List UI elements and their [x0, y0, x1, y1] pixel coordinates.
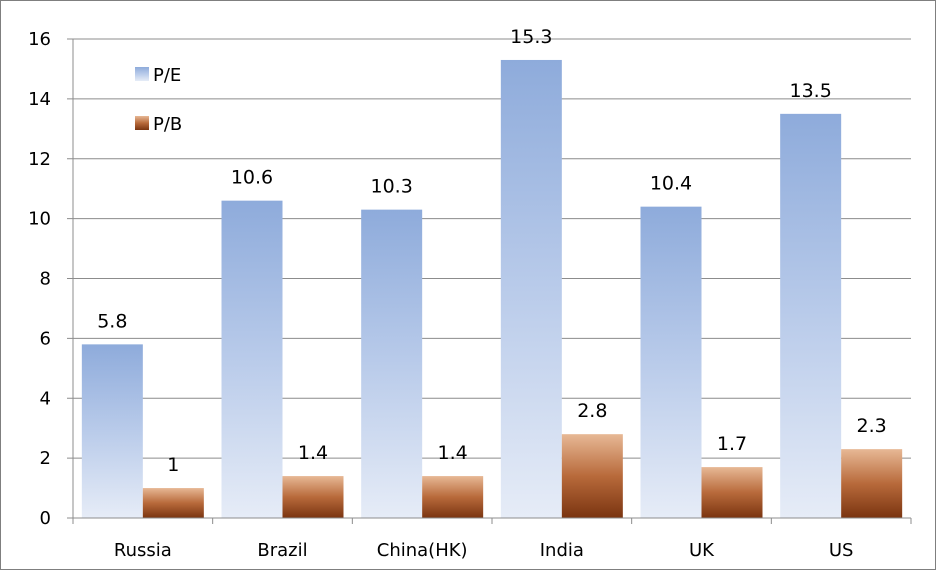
data-label-pb: 2.8	[577, 400, 607, 422]
bar-pe	[221, 200, 283, 518]
y-tick-label: 2	[40, 448, 51, 469]
legend-label-pb: P/B	[153, 114, 182, 135]
bar-pe	[500, 59, 562, 519]
data-label-pb: 2.3	[857, 415, 887, 437]
legend-swatch-pb	[135, 116, 149, 130]
legend: P/E P/B	[135, 65, 182, 135]
bar-pb	[841, 449, 903, 518]
data-label-pe: 10.3	[371, 176, 413, 198]
legend-swatch-pe	[135, 67, 149, 81]
y-tick-label: 14	[28, 89, 51, 110]
x-tick-label: US	[829, 540, 854, 561]
y-tick-label: 0	[40, 508, 51, 529]
bar-pe	[81, 344, 143, 518]
x-tick-label: UK	[689, 540, 715, 561]
data-labels: 5.8 1 10.6 1.4 10.3 1.4 15.3 2.8 10.4 1.7 13.5 2.3	[97, 26, 887, 476]
data-label-pb: 1.4	[298, 442, 328, 464]
y-tick-labels: 0 2 4 6 8 10 12 14 16	[28, 29, 51, 529]
bar-pb	[282, 476, 344, 518]
x-tick-label: India	[540, 540, 584, 561]
data-label-pe: 15.3	[510, 26, 552, 48]
y-tick-label: 12	[28, 149, 51, 170]
bar-pb	[142, 488, 204, 518]
legend-item-pe: P/E	[135, 65, 181, 86]
x-tick-labels: Russia Brazil China(HK) India UK US	[114, 540, 854, 561]
data-label-pb: 1.4	[438, 442, 468, 464]
bar-pb	[701, 467, 763, 518]
bar-pe	[640, 206, 702, 518]
x-tick-label: Russia	[114, 540, 172, 561]
grid-lines	[73, 38, 911, 459]
bar-pe	[780, 113, 842, 518]
data-label-pe: 5.8	[97, 310, 127, 332]
data-label-pe: 13.5	[790, 80, 832, 102]
data-label-pb: 1	[167, 454, 179, 476]
legend-label-pe: P/E	[153, 65, 181, 86]
bar-pe	[361, 209, 423, 519]
data-label-pb: 1.7	[717, 433, 747, 455]
x-tick-label: China(HK)	[377, 540, 468, 561]
data-label-pe: 10.4	[650, 173, 692, 195]
y-tick-label: 4	[40, 388, 51, 409]
x-tick-label: Brazil	[257, 540, 307, 561]
data-label-pe: 10.6	[231, 167, 273, 189]
bar-pb	[422, 476, 484, 518]
bars	[81, 59, 903, 519]
axes	[67, 38, 912, 524]
y-tick-label: 8	[40, 269, 51, 290]
y-tick-label: 10	[28, 209, 51, 230]
bar-pb	[561, 434, 623, 518]
y-tick-label: 6	[40, 328, 51, 349]
y-tick-label: 16	[28, 29, 51, 50]
legend-item-pb: P/B	[135, 114, 182, 135]
